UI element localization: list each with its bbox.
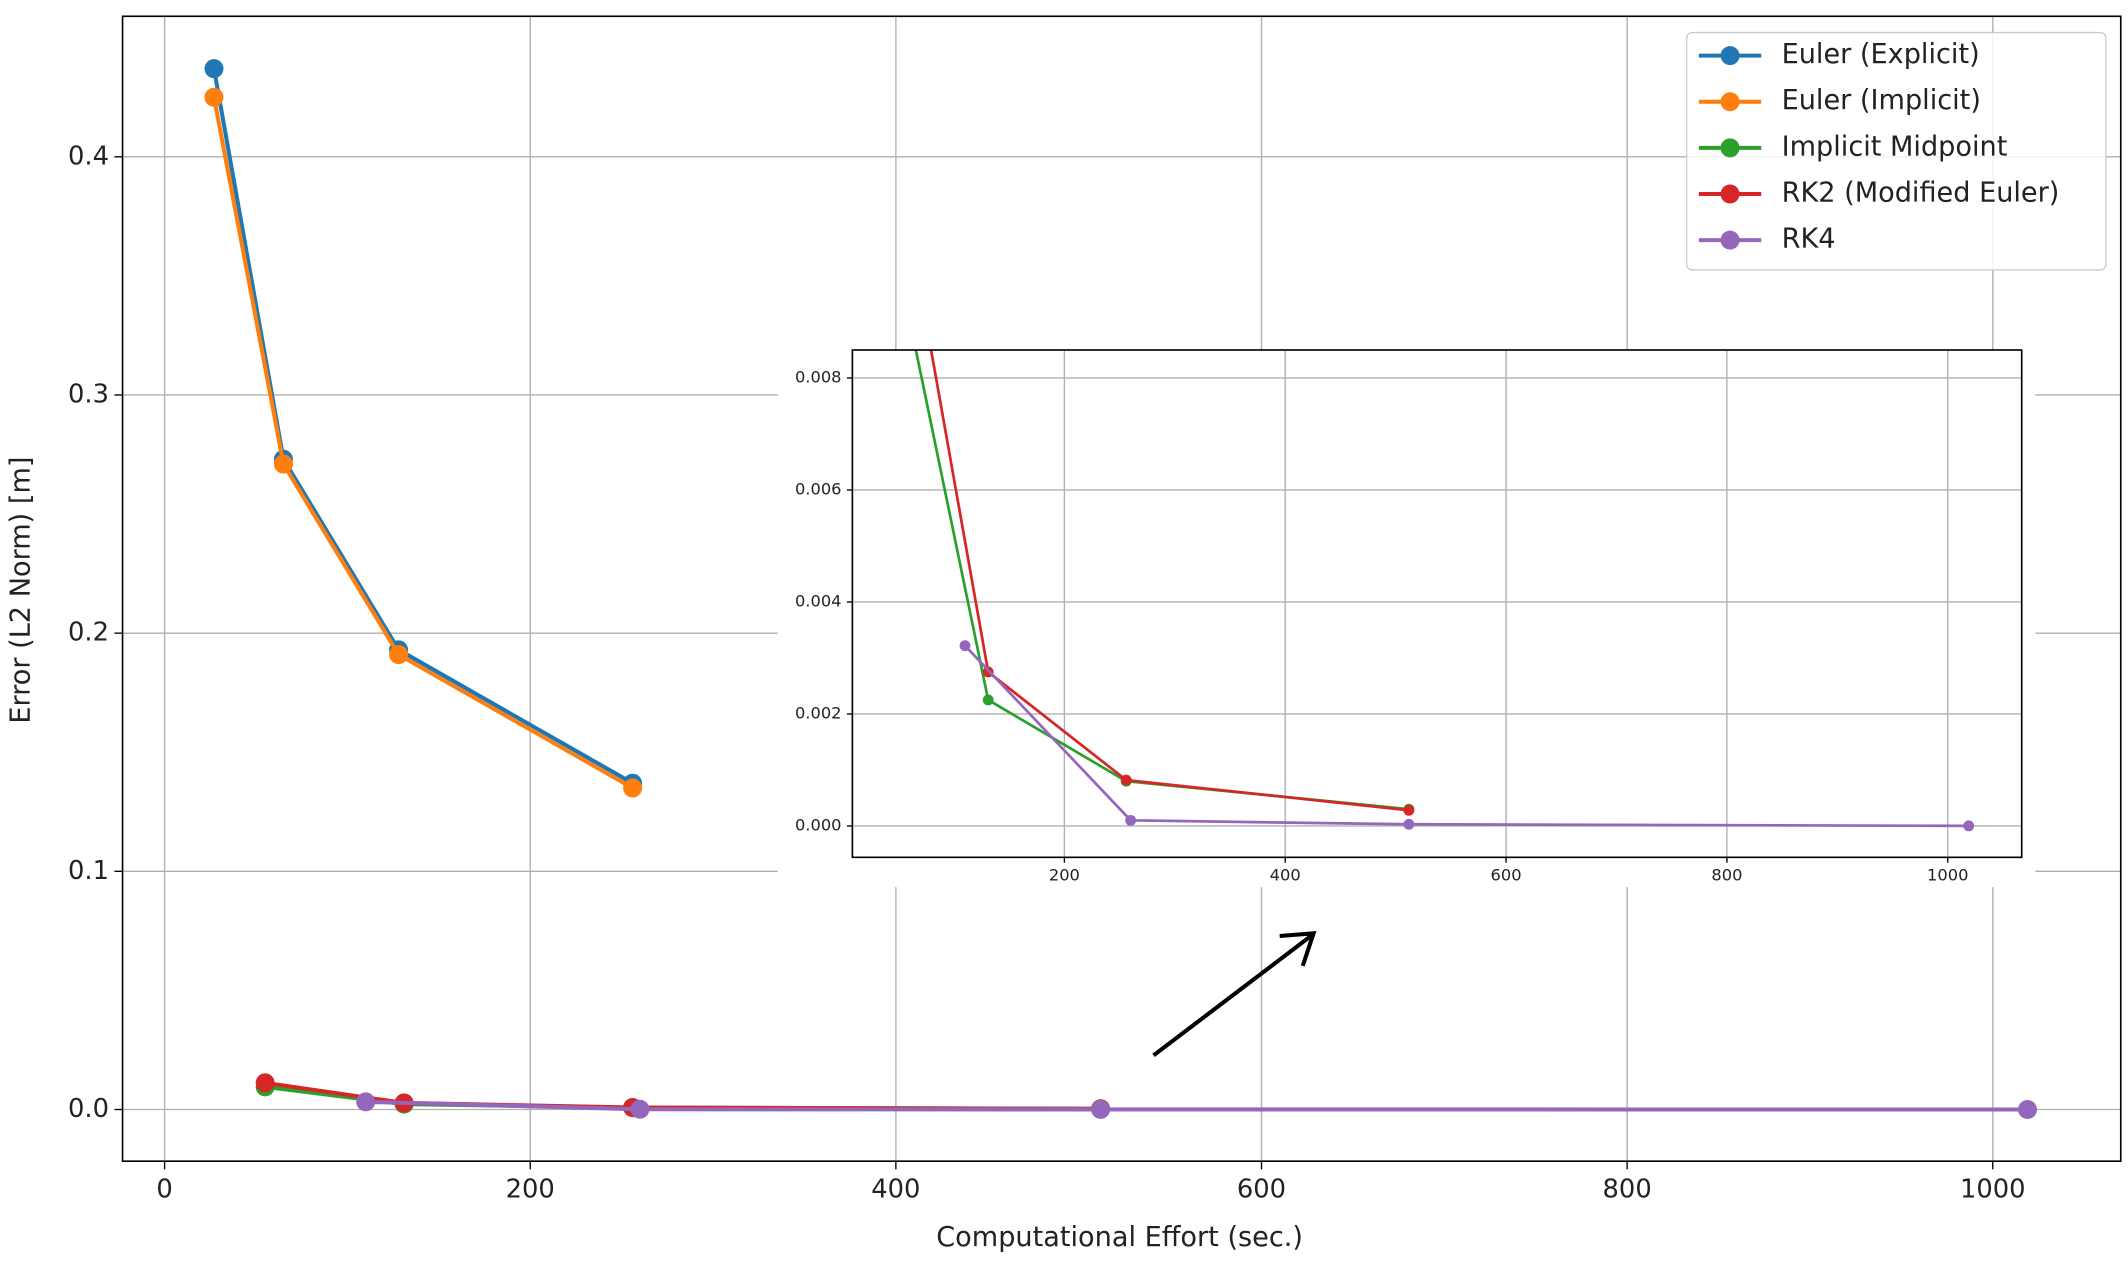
axes-frame (851, 349, 2023, 859)
x-tick-label: 200 (506, 1174, 555, 1204)
legend-marker (1720, 92, 1740, 112)
y-tick-label: 0.002 (795, 703, 842, 722)
y-tick-label: 0.2 (68, 618, 109, 648)
inset-axes: 200 400 600 800 1000 0.000 0.002 0.004 0.006 0.00… (777, 349, 2036, 888)
data-point (1125, 814, 1137, 826)
series-line (929, 349, 1410, 812)
data-point (1091, 1099, 1111, 1119)
data-point (630, 1099, 650, 1119)
data-point (959, 640, 971, 652)
legend-box (1685, 31, 2107, 271)
y-axis-label: Error (L2 Norm) [m] (6, 457, 37, 724)
series-line (211, 68, 634, 785)
legend-marker (1720, 230, 1740, 250)
arrow (1152, 931, 1317, 1058)
data-point (1120, 774, 1132, 786)
legend-label: Euler (Explicit) (1782, 39, 1980, 70)
plot-area (914, 349, 1975, 832)
x-tick-label: 1000 (1927, 865, 1968, 884)
x-tick-label: 200 (1049, 865, 1080, 884)
series-line (211, 96, 634, 790)
data-point (204, 87, 224, 107)
y-tick-label: 0.0 (68, 1094, 109, 1124)
x-tick-label: 1000 (1960, 1174, 2026, 1204)
legend-marker (1720, 184, 1740, 204)
y-tick-label: 0.006 (795, 479, 842, 498)
axes-frame (121, 15, 2122, 1163)
legend-marker (1720, 138, 1740, 158)
data-point (982, 694, 994, 706)
legend-marker (1720, 46, 1740, 66)
legend-label: RK4 (1782, 224, 1836, 255)
y-tick-label: 0.004 (795, 591, 842, 610)
x-tick-label: 800 (1711, 865, 1742, 884)
series-line (964, 644, 1969, 828)
data-point (1403, 804, 1415, 816)
inset-background (777, 349, 2036, 888)
data-point (2018, 1100, 2037, 1119)
data-point (1963, 820, 1975, 832)
data-point (356, 1092, 376, 1112)
y-tick-label: 0.4 (68, 141, 109, 171)
main-axes: 0 200 400 600 800 1000 0.0 0.1 0.2 0.3 0.4 (68, 15, 2122, 1204)
legend-label: RK2 (Modified Euler) (1782, 177, 2060, 208)
y-tick-label: 0.000 (795, 815, 842, 834)
plot-area (204, 59, 2037, 1119)
x-tick-label: 0 (156, 1174, 172, 1204)
data-point (273, 454, 293, 474)
data-point (204, 59, 224, 79)
legend-label: Euler (Implicit) (1782, 85, 1981, 116)
x-tick-label: 400 (1270, 865, 1301, 884)
data-point (623, 778, 643, 798)
legend: Euler (Explicit) Euler (Implicit) Implicit… (1685, 31, 2107, 271)
y-tick-label: 0.008 (795, 367, 842, 386)
y-tick-label: 0.1 (68, 856, 109, 886)
y-tick-label: 0.3 (68, 379, 109, 409)
x-tick-label: 600 (1237, 1174, 1286, 1204)
data-point (1403, 818, 1415, 830)
x-axis-label: Computational Effort (sec.) (936, 1222, 1303, 1253)
legend-label: Implicit Midpoint (1782, 131, 2008, 162)
x-tick-label: 600 (1491, 865, 1522, 884)
data-point (389, 645, 409, 665)
x-tick-label: 800 (1603, 1174, 1652, 1204)
x-tick-label: 400 (871, 1174, 920, 1204)
data-point (255, 1073, 275, 1093)
series-line (365, 1099, 2028, 1112)
